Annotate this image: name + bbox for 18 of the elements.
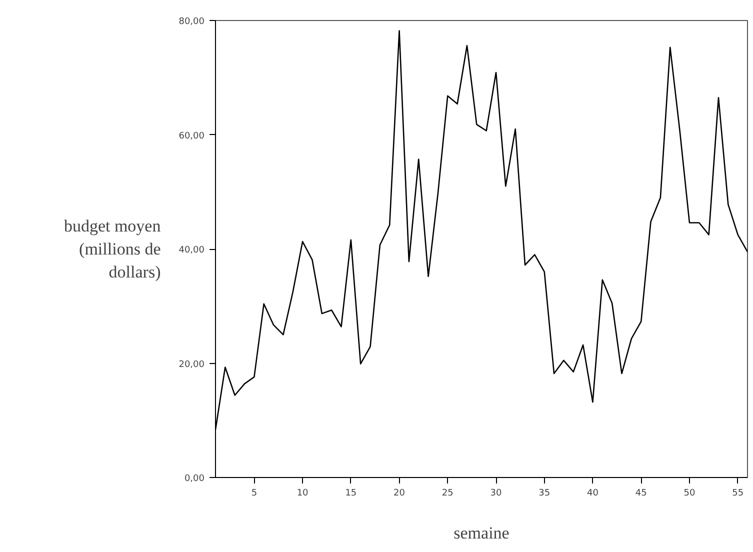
x-tick-label: 10 xyxy=(296,488,309,498)
x-tick-label: 5 xyxy=(251,488,258,498)
x-tick-label: 40 xyxy=(587,488,599,498)
x-tick-label: 25 xyxy=(442,488,454,498)
y-tick-label: 20,00 xyxy=(178,360,205,370)
y-axis-title: budget moyen (millions de dollars) xyxy=(64,216,162,282)
y-tick-label: 80,00 xyxy=(178,17,205,27)
x-tick-label: 35 xyxy=(538,488,550,498)
x-tick-label: 30 xyxy=(490,488,502,498)
x-axis-title: semaine xyxy=(454,524,510,542)
x-tick-label: 45 xyxy=(635,488,647,498)
x-tick-label: 20 xyxy=(394,488,406,498)
y-tick-label: 0,00 xyxy=(184,474,205,484)
y-tick-label: 60,00 xyxy=(178,131,205,142)
x-tick-label: 15 xyxy=(345,488,357,498)
y-tick-label: 40,00 xyxy=(178,246,205,256)
x-tick-label: 50 xyxy=(684,488,696,498)
x-tick-label: 55 xyxy=(732,488,744,498)
